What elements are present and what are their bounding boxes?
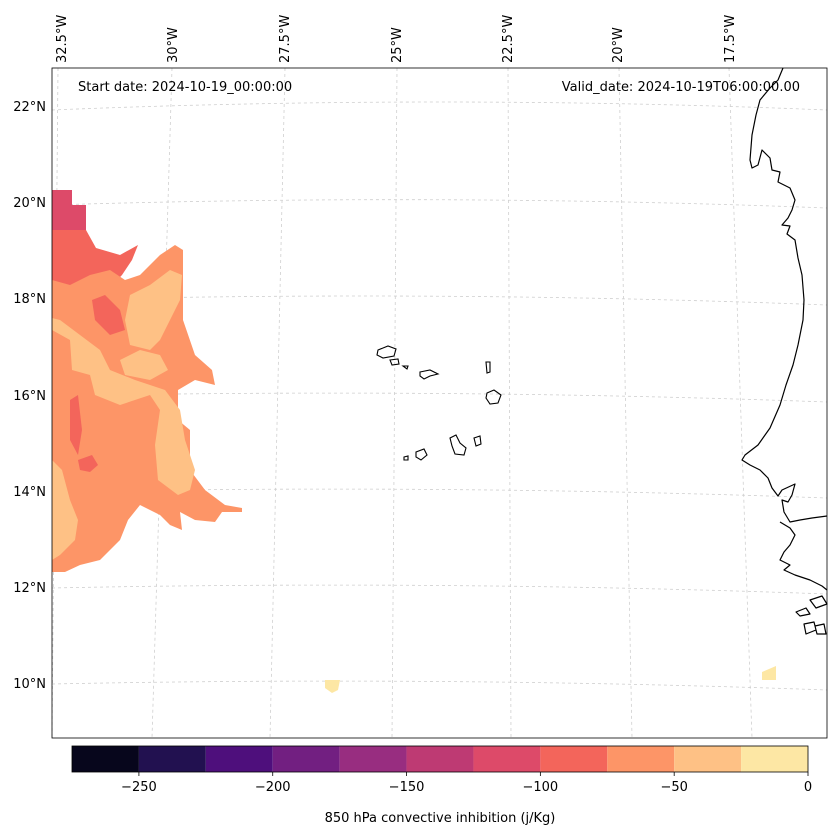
coastline-gambia-guinea-bissau [779, 521, 828, 591]
island-fogo [415, 448, 428, 461]
parallel-12n [51, 584, 828, 595]
lon-label-25w: 25°W [390, 27, 405, 63]
lat-label-22n: 22°N [13, 100, 46, 115]
meridian-30w [151, 67, 173, 739]
colorbar-border [71, 745, 809, 773]
lon-label-20w: 20°W [611, 27, 626, 63]
lon-label-22-5w: 22.5°W [501, 15, 516, 63]
cin-band-minus-25-b [762, 666, 776, 680]
colorbar-label: 850 hPa convective inhibition (j/Kg) [325, 811, 556, 826]
cin-band-minus-100-strip [70, 395, 82, 455]
meridian-20w [618, 67, 633, 739]
island-boa-vista [485, 389, 502, 405]
meridian-17-5w [728, 67, 753, 739]
colorbar-bin [674, 746, 742, 772]
colorbar-bin [138, 746, 206, 772]
cin-band-minus-50-a [125, 270, 182, 350]
island-sao-nicolau [419, 369, 440, 380]
meridian-22-5w [507, 67, 512, 739]
lat-label-18n: 18°N [13, 292, 46, 307]
cin-contours [52, 190, 776, 693]
island-sao-vicente [389, 358, 400, 366]
colorbar-bin [540, 746, 608, 772]
island-maio [473, 435, 482, 447]
colorbar-ticks: −250 −200 −150 −100 −50 0 [121, 772, 812, 795]
lon-label-32-5w: 32.5°W [55, 15, 70, 63]
parallel-20n [51, 199, 828, 209]
start-date-label: Start date: 2024-10-19_00:00:00 [78, 80, 292, 95]
cin-band-minus-100-patch [92, 295, 125, 335]
lon-label-30w: 30°W [166, 27, 181, 63]
colorbar [71, 745, 809, 773]
meridian-25w [391, 67, 398, 739]
coastline-bijagos [795, 595, 828, 635]
cape-verde-islands [376, 345, 502, 461]
african-coastline [741, 67, 828, 635]
colorbar-bin [473, 746, 541, 772]
lon-label-27-5w: 27.5°W [278, 15, 293, 63]
colorbar-bin [339, 746, 407, 772]
lat-label-14n: 14°N [13, 485, 46, 500]
lat-label-16n: 16°N [13, 389, 46, 404]
cin-band-minus-100-spot [78, 455, 98, 472]
island-brava [403, 455, 409, 461]
lat-label-12n: 12°N [13, 581, 46, 596]
cin-band-minus-50-d [120, 350, 168, 380]
valid-date-label: Valid_date: 2024-10-19T06:00:00.00 [562, 80, 800, 95]
lat-label-20n: 20°N [13, 196, 46, 211]
colorbar-tick-label: 0 [804, 780, 812, 795]
colorbar-tick-label: −100 [523, 780, 559, 795]
colorbar-bin [72, 746, 139, 772]
lon-label-17-5w: 17.5°W [723, 15, 738, 63]
colorbar-tick-label: −150 [389, 780, 425, 795]
island-santo-antao [376, 345, 397, 359]
meridian-27-5w [269, 67, 286, 739]
cin-band-minus-75 [52, 245, 242, 572]
island-santiago [449, 434, 467, 456]
colorbar-tick-label: −200 [255, 780, 291, 795]
colorbar-tick-label: −250 [121, 780, 157, 795]
colorbar-bin [406, 746, 474, 772]
parallel-10n [51, 680, 828, 691]
colorbar-tick-label: −50 [660, 780, 687, 795]
parallel-22n [51, 101, 828, 111]
cin-band-minus-50-c [52, 460, 78, 560]
cin-band-minus-50-b [52, 318, 195, 495]
latitude-labels: 22°N 20°N 18°N 16°N 14°N 12°N 10°N [13, 100, 46, 692]
colorbar-bin [205, 746, 273, 772]
colorbar-bin [272, 746, 340, 772]
coastline-mauritania-senegal [741, 67, 828, 523]
lat-label-10n: 10°N [13, 677, 46, 692]
meridian-32-5w [51, 67, 59, 739]
colorbar-bin [607, 746, 675, 772]
cin-band-minus-25-a [325, 680, 340, 693]
colorbar-bin [741, 746, 808, 772]
island-santa-luzia [401, 365, 409, 370]
island-sal [485, 361, 491, 374]
longitude-labels: 32.5°W 30°W 27.5°W 25°W 22.5°W 20°W 17.5… [55, 15, 738, 63]
map-frame [51, 67, 828, 739]
cin-band-minus-100 [52, 230, 138, 300]
